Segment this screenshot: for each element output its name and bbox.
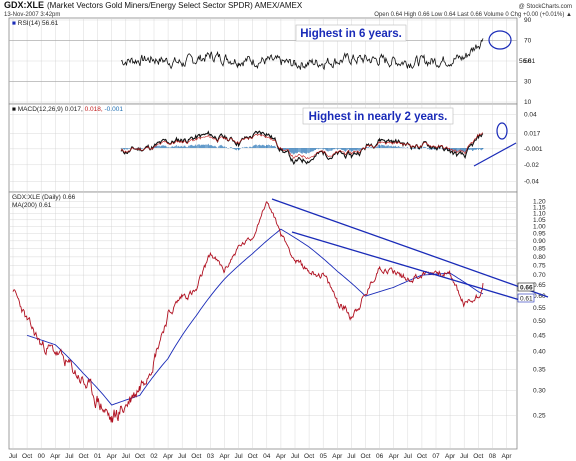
x-tick-label: Apr — [389, 453, 400, 460]
price-tick-label: 0.75 — [533, 263, 546, 270]
x-tick-label: Oct — [78, 453, 88, 460]
x-tick-label: 02 — [150, 453, 158, 460]
x-tick-label: Oct — [304, 453, 314, 460]
price-tick-label: 0.80 — [533, 254, 546, 261]
rsi-right-value: 56.61 — [519, 58, 536, 65]
x-tick-label: 00 — [38, 453, 46, 460]
x-tick-label: Jul — [9, 453, 18, 460]
price-tick-label: 0.95 — [533, 230, 546, 237]
downtrend-line-upper — [271, 198, 549, 298]
rsi-legend: ■ RSI(14) 56.61 — [12, 20, 59, 27]
x-tick-label: Jul — [460, 453, 469, 460]
price-tick-label: 0.45 — [533, 332, 546, 339]
price-tick-label: 0.40 — [533, 348, 546, 355]
copyright-label: @ StockCharts.com — [519, 4, 572, 10]
rsi-tick-label: 50 — [524, 58, 532, 65]
x-tick-label: 06 — [376, 453, 384, 460]
x-tick-label: Apr — [276, 453, 287, 460]
x-tick-label: Oct — [360, 453, 370, 460]
x-tick-label: 01 — [94, 453, 102, 460]
price-tick-label: 0.90 — [533, 238, 546, 245]
rsi-tick-label: 70 — [524, 38, 532, 45]
x-tick-label: Jul — [178, 453, 187, 460]
ma-legend: MA(200) 0.61 — [12, 202, 52, 209]
x-tick-label: Apr — [332, 453, 343, 460]
symbol-title: GDX:XLE — [4, 0, 44, 10]
macd-axis: 0.04 0.017 -0.001 -0.02 -0.04 — [524, 111, 543, 185]
price-legend: GDX:XLE (Daily) 0.66 — [12, 194, 76, 201]
x-tick-label: Apr — [107, 453, 118, 460]
x-tick-label: Apr — [445, 453, 456, 460]
macd-tick-label: -0.04 — [524, 179, 539, 186]
macd-annotation-box — [302, 107, 454, 125]
x-tick-label: 03 — [207, 453, 215, 460]
ma-last-value: 0.61 — [520, 296, 533, 303]
x-tick-label: Jul — [122, 453, 131, 460]
price-tick-label: 0.60 — [533, 293, 546, 300]
macd-trendline — [473, 142, 517, 167]
x-tick-label: Apr — [219, 453, 230, 460]
price-axis: 1.201.151.101.051.000.950.900.850.80 0.75… — [533, 199, 546, 420]
macd-tick-label: -0.001 — [524, 146, 543, 153]
x-tick-label: Jul — [65, 453, 74, 460]
price-tick-label: 0.70 — [533, 272, 546, 279]
x-tick-label: 05 — [320, 453, 328, 460]
price-series-line — [12, 201, 484, 423]
ma-last-tag — [517, 293, 535, 303]
x-tick-label: Jul — [404, 453, 413, 460]
price-tick-label: 0.85 — [533, 246, 546, 253]
quote-line: Open 0.64 High 0.66 Low 0.64 Last 0.66 V… — [374, 12, 572, 18]
rsi-tick-label: 90 — [524, 17, 532, 24]
price-tick-label: 1.05 — [533, 217, 546, 224]
date-line: 13-Nov-2007 3:42pm — [4, 12, 60, 18]
price-tick-label: 0.35 — [533, 367, 546, 374]
x-tick-label: 08 — [489, 453, 497, 460]
x-tick-label: Apr — [163, 453, 174, 460]
x-tick-label: Jul — [291, 453, 300, 460]
x-tick-label: 07 — [432, 453, 440, 460]
macd-highlight-circle — [496, 122, 508, 140]
x-tick-label: Oct — [473, 453, 483, 460]
price-last-tag — [517, 282, 535, 292]
price-tick-label: 0.55 — [533, 305, 546, 312]
macd-signal-line — [120, 132, 483, 160]
x-axis: Jul Oct 00 Apr Jul Oct 01 Apr Jul Oct 02 Apr Jul Oct 0… — [9, 453, 513, 460]
price-tick-label: 0.25 — [533, 413, 546, 420]
x-tick-label: Oct — [135, 453, 145, 460]
rsi-tick-label: 10 — [524, 99, 532, 106]
macd-annotation: Highest in nearly 2 years. — [309, 111, 448, 123]
x-tick-label: Apr — [501, 453, 512, 460]
price-last-value: 0.66 — [520, 285, 533, 292]
downtrend-line-lower — [291, 231, 521, 301]
price-tick-label: 0.65 — [533, 282, 546, 289]
price-tick-label: 1.00 — [533, 223, 546, 230]
price-panel — [8, 191, 518, 450]
x-tick-label: Oct — [22, 453, 32, 460]
rsi-tick-label: 30 — [524, 79, 532, 86]
x-tick-label: Oct — [248, 453, 258, 460]
x-tick-label: Jul — [234, 453, 243, 460]
price-tick-label: 1.20 — [533, 199, 546, 206]
price-tick-label: 0.30 — [533, 388, 546, 395]
price-tick-label: 0.50 — [533, 318, 546, 325]
rsi-annotation: Highest in 6 years. — [300, 28, 402, 40]
macd-tick-label: -0.02 — [524, 162, 539, 169]
x-tick-label: 04 — [263, 453, 271, 460]
x-tick-label: Apr — [50, 453, 61, 460]
macd-legend: ■ MACD(12,26,9) 0.017, 0.018, -0.001 — [12, 106, 123, 113]
macd-tick-label: 0.04 — [524, 111, 537, 118]
price-tick-label: 1.10 — [533, 210, 546, 217]
x-tick-label: Oct — [191, 453, 201, 460]
rsi-axis: 90 70 50 30 10 — [524, 17, 532, 106]
rsi-series-line — [120, 38, 484, 71]
symbol-description: (Market Vectors Gold Miners/Energy Selec… — [47, 1, 303, 10]
rsi-annotation-box — [295, 24, 407, 42]
rsi-highlight-circle — [488, 30, 512, 50]
grid-lines — [9, 18, 517, 449]
price-tick-label: 1.15 — [533, 204, 546, 211]
x-tick-label: Oct — [417, 453, 427, 460]
macd-tick-label: 0.017 — [524, 131, 541, 138]
x-tick-label: Jul — [347, 453, 356, 460]
